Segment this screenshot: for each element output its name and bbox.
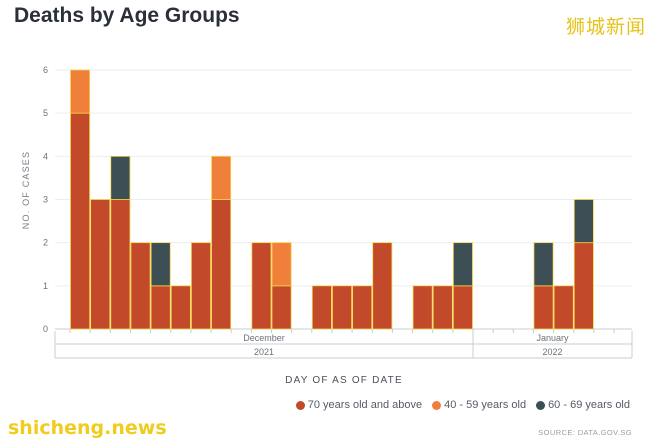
x-axis-label: DAY OF AS OF DATE (285, 375, 403, 386)
y-tick-label: 5 (43, 108, 48, 118)
legend-label-60-69: 60 - 69 years old (548, 399, 630, 411)
bar-segment[interactable] (170, 285, 191, 330)
bar-segment[interactable] (190, 242, 211, 330)
bar-segment[interactable] (432, 285, 453, 330)
bar-segment[interactable] (70, 69, 91, 114)
year-label: 2021 (254, 347, 274, 357)
chart-title: Deaths by Age Groups (14, 4, 240, 27)
y-tick-labels: 0 1 2 3 4 5 6 (43, 65, 48, 334)
bar-segment[interactable] (412, 285, 433, 330)
y-tick-label: 4 (43, 151, 48, 161)
legend-label-70plus: 70 years old and above (307, 399, 423, 411)
bar-segment[interactable] (70, 112, 91, 330)
y-tick-label: 6 (43, 65, 48, 75)
bar-segment[interactable] (452, 285, 473, 330)
legend-item-70plus[interactable]: 70 years old and above (295, 399, 423, 411)
bar-segment[interactable] (311, 285, 332, 330)
legend-swatch-40-59 (432, 400, 442, 410)
bar-segment[interactable] (533, 285, 554, 330)
bar-segment[interactable] (332, 285, 353, 330)
month-label: December (243, 333, 285, 343)
bar-segment[interactable] (533, 242, 554, 287)
bar-segment[interactable] (372, 242, 393, 330)
watermark-bottom: shicheng.news (8, 417, 167, 439)
legend-item-40-59[interactable]: 40 - 59 years old (432, 399, 526, 411)
bar-segment[interactable] (110, 199, 131, 330)
bar-segment[interactable] (130, 242, 151, 330)
bar-segment[interactable] (251, 242, 272, 330)
legend-item-60-69[interactable]: 60 - 69 years old (536, 399, 630, 411)
bar-segment[interactable] (150, 242, 171, 287)
month-label: January (536, 333, 569, 343)
legend: 70 years old and above 40 - 59 years old… (295, 399, 630, 411)
bar-segment[interactable] (553, 285, 574, 330)
legend-swatch-70plus (295, 400, 305, 410)
legend-swatch-60-69 (536, 400, 546, 410)
bar-segment[interactable] (211, 199, 232, 330)
bar-segment[interactable] (573, 242, 594, 330)
y-tick-label: 0 (43, 324, 48, 334)
year-label: 2022 (542, 347, 562, 357)
bar-segment[interactable] (352, 285, 373, 330)
bar-segment[interactable] (271, 242, 292, 287)
bar-segment[interactable] (573, 199, 594, 244)
watermark-top: 狮城新闻 (565, 16, 646, 38)
bar-segment[interactable] (211, 155, 232, 200)
bar-segment[interactable] (150, 285, 171, 330)
bar-segment[interactable] (271, 285, 292, 330)
y-tick-label: 3 (43, 195, 48, 205)
source-note: SOURCE: DATA.GOV.SG (538, 428, 632, 437)
x-axis: December 2021 January 2022 (54, 329, 633, 359)
y-tick-label: 2 (43, 238, 48, 248)
y-axis-label: NO. OF CASES (21, 151, 31, 229)
legend-label-40-59: 40 - 59 years old (444, 399, 527, 411)
bar-segment[interactable] (110, 155, 131, 200)
bars (70, 69, 594, 330)
bar-segment[interactable] (452, 242, 473, 287)
y-tick-label: 1 (43, 281, 48, 291)
bar-segment[interactable] (90, 199, 111, 330)
